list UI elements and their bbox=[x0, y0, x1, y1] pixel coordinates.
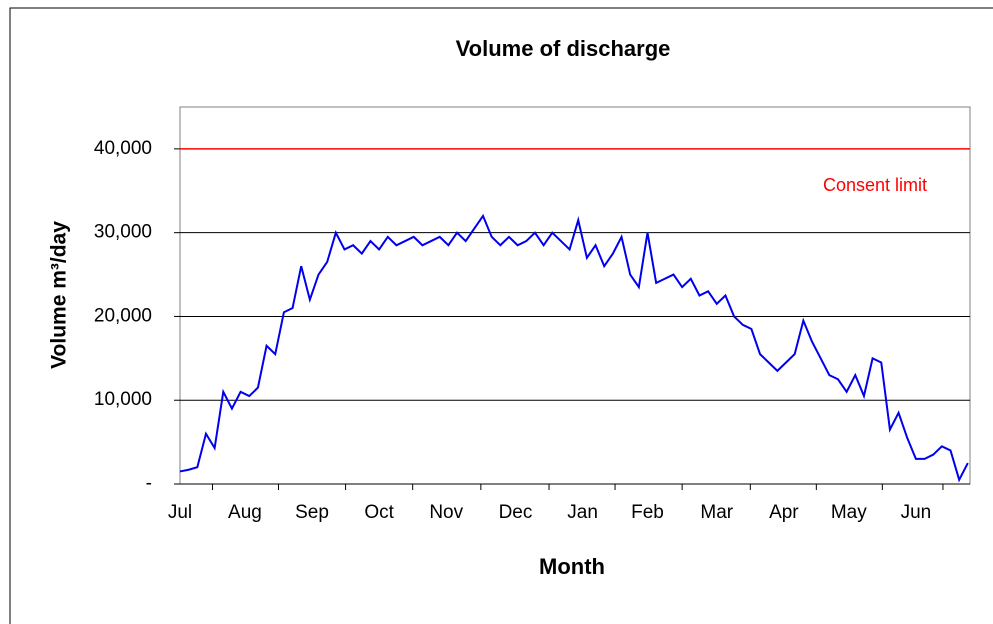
y-tick-label: 40,000 bbox=[94, 138, 152, 159]
y-tick-label: 20,000 bbox=[94, 305, 152, 326]
chart-title: Volume of discharge bbox=[456, 36, 671, 61]
y-axis-label: Volume m³/day bbox=[48, 221, 71, 369]
y-tick-label: - bbox=[146, 473, 152, 494]
x-tick-label: Dec bbox=[499, 502, 533, 523]
x-tick-label: Sep bbox=[295, 502, 329, 523]
x-tick-label: Apr bbox=[769, 502, 799, 523]
y-tick-label: 10,000 bbox=[94, 389, 152, 410]
y-tick-label: 30,000 bbox=[94, 222, 152, 243]
plot-area bbox=[179, 106, 971, 485]
limit-label: Consent limit bbox=[823, 175, 927, 195]
data-line bbox=[179, 213, 969, 483]
x-tick-label: Feb bbox=[631, 502, 664, 523]
x-axis-label: Month bbox=[539, 554, 605, 579]
x-tick-label: Jul bbox=[168, 502, 192, 523]
frame bbox=[9, 7, 993, 624]
x-tick-label: Mar bbox=[700, 502, 733, 523]
x-tick-label: Jan bbox=[567, 502, 598, 523]
x-tick-label: May bbox=[831, 502, 867, 523]
x-tick-label: Oct bbox=[364, 502, 394, 523]
x-tick-label: Nov bbox=[429, 502, 463, 523]
x-tick-label: Aug bbox=[228, 502, 262, 523]
x-tick-label: Jun bbox=[901, 502, 932, 523]
